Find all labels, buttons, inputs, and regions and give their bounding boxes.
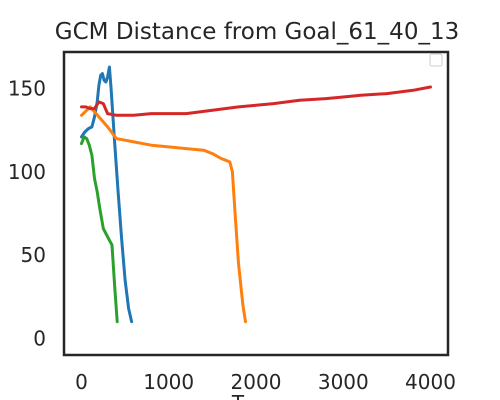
x-axis-label: T xyxy=(231,391,245,400)
x-tick-label: 0 xyxy=(75,370,88,394)
y-tick-label: 50 xyxy=(21,243,46,267)
y-tick-label: 0 xyxy=(33,326,46,350)
series-line-2 xyxy=(82,107,246,322)
legend-box xyxy=(430,54,442,66)
series-line-1 xyxy=(82,67,132,322)
y-tick-label: 150 xyxy=(8,77,46,101)
x-tick-layer: 0 1000 2000 3000 4000 xyxy=(75,370,456,394)
chart-title: GCM Distance from Goal_61_40_13 xyxy=(55,19,459,45)
x-tick-label: 4000 xyxy=(405,370,456,394)
series-line-4 xyxy=(82,87,431,115)
x-tick-label: 3000 xyxy=(318,370,369,394)
y-tick-layer: 0 50 100 150 xyxy=(8,77,46,351)
x-tick-label: 1000 xyxy=(143,370,194,394)
y-tick-label: 100 xyxy=(8,160,46,184)
plot-frame xyxy=(64,52,448,355)
series-line-3 xyxy=(82,137,118,322)
series-layer xyxy=(82,67,431,322)
